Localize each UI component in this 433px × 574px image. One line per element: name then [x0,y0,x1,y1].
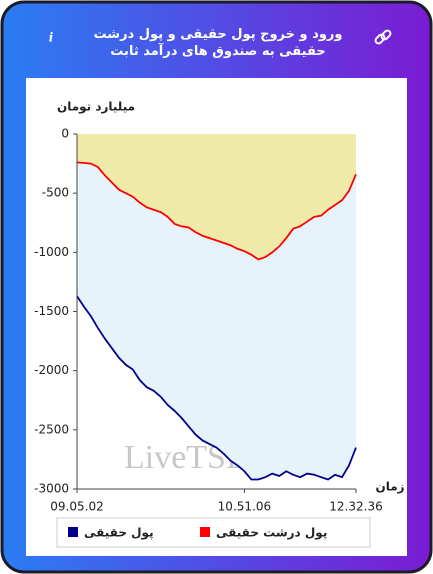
legend-label: پول حقیقی [84,526,154,541]
legend-box [56,517,371,548]
link-icon[interactable] [374,29,392,45]
x-axis-title: زمان [375,480,404,494]
x-tick-label: 12.32.36 [329,500,382,514]
line [76,161,357,261]
y-tick-label: -500 [42,186,69,200]
y-tick-label: -2500 [34,422,69,436]
x-tick-label: 09.05.02 [50,500,103,514]
y-tick-label: -3000 [34,482,69,496]
y-tick-label: -1500 [34,304,69,318]
y-tick-label: 0 [61,127,69,141]
legend-swatch [68,527,78,537]
area [77,134,356,260]
legend-label: پول درشت حقیقی [216,526,327,541]
info-icon[interactable]: i [49,31,54,45]
x-tick-label: 10.51.06 [218,500,271,514]
legend-swatch [200,527,210,537]
y-axis-title: میلیارد تومان [57,100,135,115]
line [76,295,357,481]
y-tick-label: -1000 [34,245,69,259]
y-tick-label: -2000 [34,363,69,377]
header-title: ورود و خروج پول حقیقی و پول درشت حقیقی ب… [93,27,343,59]
